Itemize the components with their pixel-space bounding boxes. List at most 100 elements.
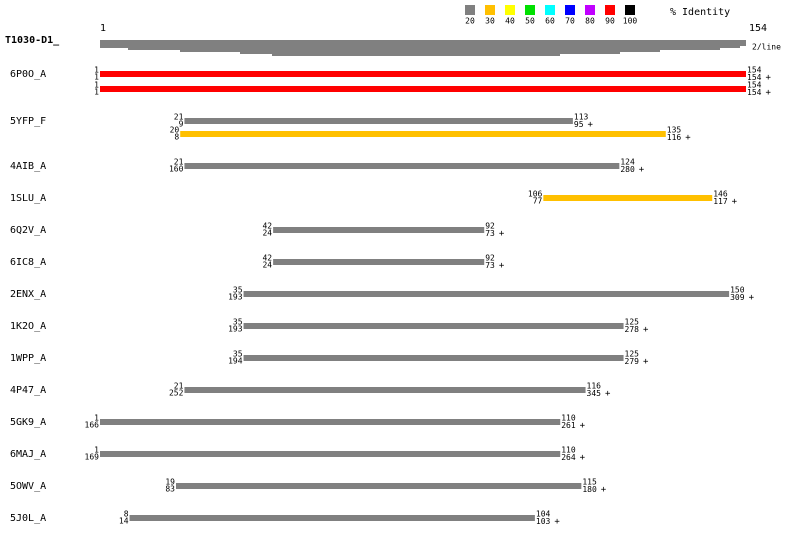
query-start-label: 1 <box>94 66 99 75</box>
legend-swatch <box>585 5 595 15</box>
strand: + <box>765 73 771 83</box>
subject-start-label: 77 <box>533 197 543 206</box>
query-end-label: 116 <box>587 382 602 391</box>
subject-end-label: 154 + <box>747 88 771 98</box>
query-name: T1030-D1_ <box>5 35 60 46</box>
alignment-bar <box>184 387 586 393</box>
strand: + <box>499 229 505 239</box>
subject-start-label: 14 <box>119 517 129 526</box>
legend-label: 70 <box>565 17 575 26</box>
hit-name: 6P0O_A <box>10 69 46 80</box>
subject-end-label: 117 + <box>713 197 737 207</box>
hit-name: 1SLU_A <box>10 193 46 204</box>
query-start-label: 106 <box>528 190 543 199</box>
subject-start-label: 83 <box>165 485 175 494</box>
alignment-bar <box>243 323 624 329</box>
strand: + <box>639 165 645 175</box>
hit-name: 4P47_A <box>10 385 46 396</box>
query-end-label: 92 <box>485 254 495 263</box>
alignment-bar <box>543 195 713 201</box>
subject-end-label: 261 + <box>561 421 585 431</box>
legend-swatch <box>565 5 575 15</box>
query-end-label: 124 <box>620 158 635 167</box>
strand: + <box>732 197 738 207</box>
subject-end: 73 <box>485 261 495 270</box>
query-end-label: 154 <box>747 66 762 75</box>
query-end-label: 110 <box>561 414 576 423</box>
subject-end: 280 <box>620 165 635 174</box>
hit-name: 6Q2V_A <box>10 225 46 236</box>
subject-end: 154 <box>747 88 762 97</box>
strand: + <box>580 453 586 463</box>
alignment-bar <box>180 131 666 137</box>
subject-end-label: 73 + <box>485 261 505 271</box>
subject-end: 180 <box>582 485 597 494</box>
subject-end: 117 <box>713 197 728 206</box>
legend-label: 80 <box>585 17 595 26</box>
legend-label: 40 <box>505 17 515 26</box>
query-end-label: 115 <box>582 478 597 487</box>
legend-label: 100 <box>623 17 638 26</box>
strand: + <box>765 88 771 98</box>
subject-end: 103 <box>536 517 551 526</box>
query-start-label: 19 <box>165 478 175 487</box>
strand: + <box>554 517 560 527</box>
subject-end: 154 <box>747 73 762 82</box>
legend-label: 50 <box>525 17 535 26</box>
subject-start-label: 1 <box>94 88 99 97</box>
hit-name: 5YFP_F <box>10 116 46 127</box>
query-start-label: 35 <box>233 318 243 327</box>
legend-title: % Identity <box>670 7 730 18</box>
legend-label: 30 <box>485 17 495 26</box>
strand: + <box>749 293 755 303</box>
query-end-label: 104 <box>536 510 551 519</box>
hit-name: 2ENX_A <box>10 289 46 300</box>
subject-start-label: 194 <box>228 357 243 366</box>
subject-end-label: 309 + <box>730 293 754 303</box>
query-end-label: 110 <box>561 446 576 455</box>
subject-end: 345 <box>587 389 602 398</box>
subject-start-label: 24 <box>262 261 272 270</box>
query-end-label: 150 <box>730 286 745 295</box>
legend-label: 90 <box>605 17 615 26</box>
subject-end: 73 <box>485 229 495 238</box>
alignment-bar <box>100 419 561 425</box>
subject-end-label: 278 + <box>625 325 649 335</box>
query-start-label: 42 <box>262 222 272 231</box>
alignment-bar <box>129 515 535 521</box>
alignment-bar <box>100 86 746 92</box>
subject-end: 116 <box>667 133 682 142</box>
strand: + <box>643 325 649 335</box>
query-start-label: 21 <box>174 113 184 122</box>
query-end-label: 125 <box>625 350 640 359</box>
subject-end: 279 <box>625 357 640 366</box>
line-note: 2/line <box>752 43 781 52</box>
subject-start-label: 24 <box>262 229 272 238</box>
subject-end: 95 <box>574 120 584 129</box>
alignment-bar <box>176 483 582 489</box>
subject-start-label: 8 <box>174 133 179 142</box>
legend-swatch <box>625 5 635 15</box>
query-start-label: 20 <box>170 126 180 135</box>
alignment-bar <box>100 451 561 457</box>
subject-start-label: 169 <box>85 453 100 462</box>
subject-end-label: 279 + <box>625 357 649 367</box>
legend-label: 60 <box>545 17 555 26</box>
alignment-bar <box>273 227 485 233</box>
subject-end-label: 154 + <box>747 73 771 83</box>
subject-start-label: 1 <box>94 73 99 82</box>
strand: + <box>580 421 586 431</box>
query-start-label: 42 <box>262 254 272 263</box>
hit-name: 5OWV_A <box>10 481 46 492</box>
hit-name: 5GK9_A <box>10 417 46 428</box>
legend-swatch <box>505 5 515 15</box>
subject-start-label: 166 <box>85 421 100 430</box>
subject-end: 309 <box>730 293 745 302</box>
subject-end: 264 <box>561 453 576 462</box>
query-end-label: 146 <box>713 190 728 199</box>
query-start-label: 1 <box>94 414 99 423</box>
subject-end-label: 280 + <box>620 165 644 175</box>
alignment-bar <box>243 291 730 297</box>
subject-end-label: 95 + <box>574 120 594 130</box>
hit-name: 6MAJ_A <box>10 449 46 460</box>
